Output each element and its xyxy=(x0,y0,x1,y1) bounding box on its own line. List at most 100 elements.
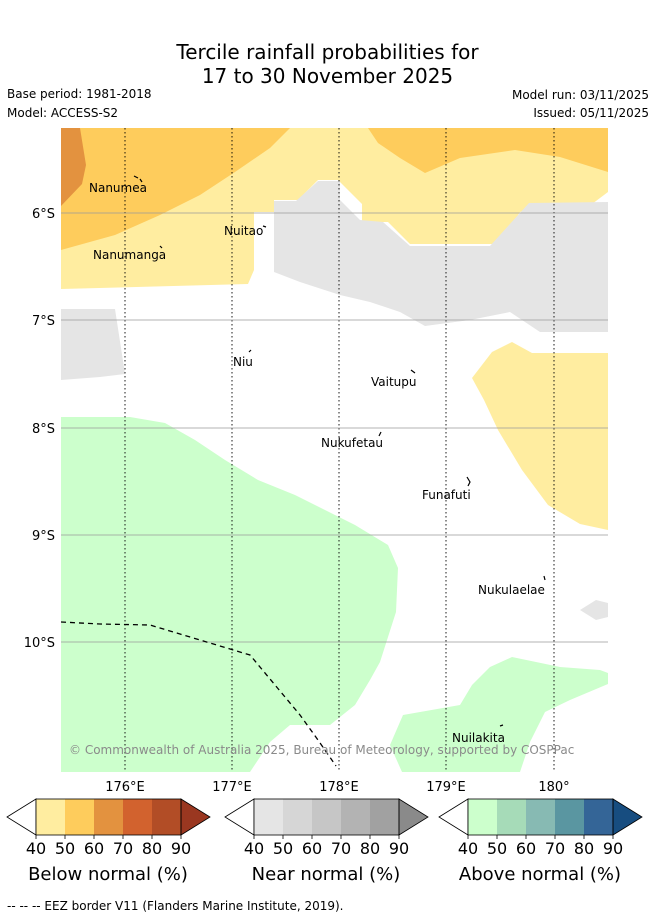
region-below-50-northeast xyxy=(368,128,608,173)
colorbar-above-tick-label: 40 xyxy=(458,839,478,858)
colorbar-below-cell xyxy=(152,799,181,835)
colorbar-above-cell xyxy=(468,799,497,835)
lat-label: 8°S xyxy=(32,422,55,437)
colorbar-below-cell xyxy=(123,799,152,835)
colorbar-below: 40 50 60 70 80 90 xyxy=(6,798,211,858)
colorbar-below-label: Below normal (%) xyxy=(28,864,188,885)
colorbar-above-above-extend xyxy=(612,798,643,836)
model-name: Model: ACCESS-S2 xyxy=(7,106,119,120)
colorbar-near-outline xyxy=(253,798,400,836)
island-shape-vaitupu xyxy=(410,369,416,374)
lat-label: 9°S xyxy=(32,529,55,544)
place-label: Vaitupu xyxy=(371,375,417,389)
place-label: Nukufetau xyxy=(321,436,383,450)
eez-border xyxy=(61,621,337,767)
colorbar-above-tick-label: 80 xyxy=(574,839,594,858)
colorbar-near-above-extend xyxy=(398,798,429,836)
map-title-line2: 17 to 30 November 2025 xyxy=(201,64,454,88)
colorbar-near-cell xyxy=(254,799,283,835)
place-label: Nukulaelae xyxy=(478,583,545,597)
colorbar-below-above-extend xyxy=(180,798,211,836)
colorbar-below-cell xyxy=(94,799,123,835)
island-shape-nuitao xyxy=(262,225,267,228)
region-below-60-corner xyxy=(61,128,86,206)
island-shape-nukufetau xyxy=(378,431,382,437)
place-label: Nuitao xyxy=(224,224,263,238)
island-shape-nanumea xyxy=(133,175,143,183)
region-above-40-southeast xyxy=(390,657,608,772)
colorbar-above-below-extend xyxy=(438,798,469,836)
island-outlines xyxy=(133,175,546,727)
lon-label: 178°E xyxy=(319,780,359,795)
region-near-40-southeast xyxy=(580,600,608,620)
colorbar-below-cell xyxy=(36,799,65,835)
place-label: Nanumanga xyxy=(93,248,166,262)
place-label: Nuilakita xyxy=(452,731,505,745)
colorbar-near-tick-label: 80 xyxy=(360,839,380,858)
colorbar-below-tick-label: 60 xyxy=(84,839,104,858)
issued-date: Issued: 05/11/2025 xyxy=(533,106,649,120)
map-title-line1: Tercile rainfall probabilities for xyxy=(176,40,479,64)
colorbar-above: 40 50 60 70 80 90 xyxy=(438,798,643,858)
lat-label: 7°S xyxy=(32,314,55,329)
colorbar-above-label: Above normal (%) xyxy=(458,864,622,885)
region-below-50-northwest xyxy=(61,128,290,250)
colorbar-near-cell xyxy=(341,799,370,835)
place-label: Funafuti xyxy=(422,488,471,502)
colorbar-near-tick-label: 50 xyxy=(273,839,293,858)
longitude-labels: 176°E 177°E 178°E 179°E 180° xyxy=(105,780,569,795)
colorbar-near-tick-label: 40 xyxy=(244,839,264,858)
base-period: Base period: 1981-2018 xyxy=(7,87,152,101)
colorbar-above-cell xyxy=(584,799,613,835)
colorbar-below-tick-label: 50 xyxy=(55,839,75,858)
longitude-gridlines xyxy=(124,128,555,772)
lon-label: 180° xyxy=(538,780,569,795)
colorbar-above-cell xyxy=(497,799,526,835)
colorbar-near-label: Near normal (%) xyxy=(251,864,401,885)
place-labels: Nanumea Nuitao Nanumanga Niu Vaitupu Nuk… xyxy=(89,181,545,745)
colorbar-near: 40 50 60 70 80 90 xyxy=(224,798,429,858)
colorbar-near-below-extend xyxy=(224,798,255,836)
place-label: Niu xyxy=(233,355,253,369)
lat-label: 10°S xyxy=(24,636,55,651)
lon-label: 176°E xyxy=(105,780,145,795)
lon-label: 177°E xyxy=(212,780,252,795)
island-shape-niu xyxy=(248,349,252,353)
colorbar-below-tick-label: 70 xyxy=(113,839,133,858)
colorbar-below-tick-label: 80 xyxy=(142,839,162,858)
latitude-gridlines xyxy=(61,212,608,643)
lat-label: 6°S xyxy=(32,207,55,222)
region-near-40-west xyxy=(61,309,125,380)
colorbar-near-cell xyxy=(370,799,399,835)
colorbar-below-cell xyxy=(65,799,94,835)
colorbar-above-tick-label: 90 xyxy=(603,839,623,858)
copyright-notice: © Commonwealth of Australia 2025, Bureau… xyxy=(69,743,574,757)
colorbar-above-outline xyxy=(467,798,614,836)
colorbar-below-below-extend xyxy=(6,798,37,836)
colorbar-above-tick-label: 60 xyxy=(516,839,536,858)
colorbar-below-tick-label: 90 xyxy=(171,839,191,858)
island-shape-funafuti xyxy=(466,476,471,487)
island-shape-nanumanga xyxy=(159,245,163,249)
colorbar-near-tick-label: 60 xyxy=(302,839,322,858)
colorbar-near-cell xyxy=(312,799,341,835)
region-below-40-east xyxy=(472,342,608,530)
eez-legend-note: -- -- -- EEZ border V11 (Flanders Marine… xyxy=(7,899,344,913)
colorbar-below-tick-label: 40 xyxy=(26,839,46,858)
colorbar-above-cell xyxy=(526,799,555,835)
region-above-40-southwest xyxy=(61,417,398,772)
colorbar-group: 40 50 60 70 80 90 40 50 60 70 80 90 40 50 60 70 80 90 xyxy=(6,798,643,858)
colorbar-near-tick-label: 70 xyxy=(331,839,351,858)
colorbar-below-outline xyxy=(35,798,182,836)
island-shape-nuilakita xyxy=(499,724,504,727)
colorbar-above-tick-label: 50 xyxy=(487,839,507,858)
lon-label: 179°E xyxy=(426,780,466,795)
colorbar-above-tick-label: 70 xyxy=(545,839,565,858)
place-label: Nanumea xyxy=(89,181,147,195)
colorbar-above-cell xyxy=(555,799,584,835)
island-shape-nukulaelae xyxy=(543,575,546,581)
model-run-date: Model run: 03/11/2025 xyxy=(511,88,649,102)
colorbar-near-cell xyxy=(283,799,312,835)
region-near-40-northcenter xyxy=(274,181,608,332)
